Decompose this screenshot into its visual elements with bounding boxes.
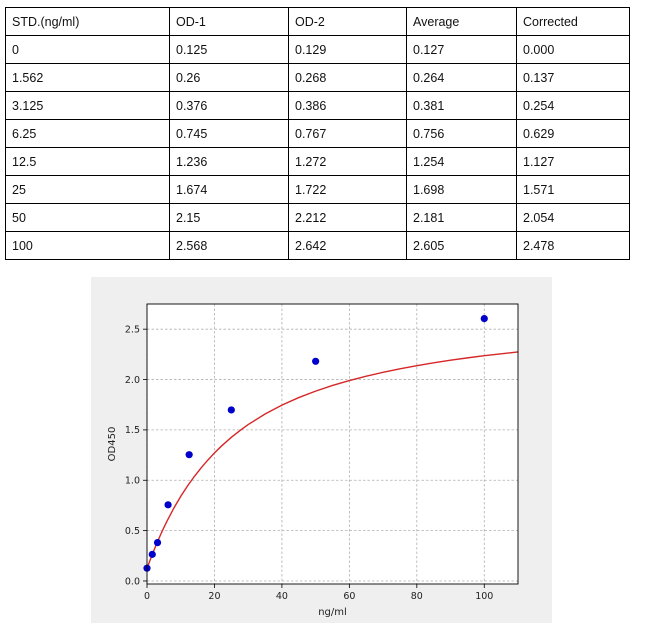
table-cell: 1.571 <box>516 175 630 204</box>
y-tick-label: 0.0 <box>125 576 140 587</box>
standards-table: STD.(ng/ml) OD-1 OD-2 Average Corrected 0 0.12… <box>5 7 630 260</box>
table-cell: 0.254 <box>516 91 630 120</box>
table-cell: 1.272 <box>288 147 407 176</box>
column-header: OD-1 <box>169 7 289 36</box>
table-cell: 2.212 <box>288 203 407 232</box>
table-cell: 0.137 <box>516 63 630 92</box>
data-point <box>164 501 172 509</box>
table-row: 3.125 0.376 0.386 0.381 0.254 <box>5 91 630 120</box>
table-cell: 25 <box>5 175 170 204</box>
table-cell: 12.5 <box>5 147 170 176</box>
data-point <box>153 539 162 547</box>
y-tick-label: 1.5 <box>125 425 140 436</box>
table-cell: 2.181 <box>406 203 517 232</box>
table-cell: 0.376 <box>169 91 289 120</box>
x-tick-label: 20 <box>208 591 220 602</box>
data-point <box>185 451 193 459</box>
table-cell: 1.698 <box>406 175 517 204</box>
table-cell: 1.127 <box>516 147 630 176</box>
column-header: Corrected <box>516 7 630 36</box>
table-row: 100 2.568 2.642 2.605 2.478 <box>5 231 630 260</box>
table-cell: 0.129 <box>288 35 407 64</box>
table-row: 0 0.125 0.129 0.127 0.000 <box>5 35 630 64</box>
standard-curve-chart: 0 20 40 60 80 100 0.0 0.5 1.0 1.5 2.0 2.5 ng/ml OD450 <box>91 277 552 623</box>
table-cell: 1.674 <box>169 175 289 204</box>
table-cell: 0.745 <box>169 119 289 148</box>
table-cell: 0.268 <box>288 63 407 92</box>
table-cell: 0.127 <box>406 35 517 64</box>
table-cell: 1.722 <box>288 175 407 204</box>
x-tick-label: 100 <box>475 591 493 602</box>
table-cell: 0.264 <box>406 63 517 92</box>
table-cell: 50 <box>5 203 170 232</box>
table-header-row: STD.(ng/ml) OD-1 OD-2 Average Corrected <box>5 7 630 36</box>
axes-frame <box>146 303 519 585</box>
column-header: OD-2 <box>288 7 407 36</box>
table-cell: 2.568 <box>169 231 289 260</box>
table-cell: 2.15 <box>169 203 289 232</box>
y-axis-label: OD450 <box>107 427 118 462</box>
column-header: Average <box>406 7 517 36</box>
table-cell: 0.000 <box>516 35 630 64</box>
table-cell: 0.125 <box>169 35 289 64</box>
data-point <box>148 550 156 558</box>
data-point <box>312 357 320 365</box>
standard-curve-svg: 0 20 40 60 80 100 0.0 0.5 1.0 1.5 2.0 2.5 ng/ml OD450 <box>107 303 519 618</box>
table-cell: 0.26 <box>169 63 289 92</box>
table-row: 1.562 0.26 0.268 0.264 0.137 <box>5 63 630 92</box>
table-cell: 1.562 <box>5 63 170 92</box>
table-cell: 0.381 <box>406 91 517 120</box>
table-cell: 0.386 <box>288 91 407 120</box>
table-cell: 100 <box>5 231 170 260</box>
table-row: 6.25 0.745 0.767 0.756 0.629 <box>5 119 630 148</box>
table-cell: 0.756 <box>406 119 517 148</box>
table-cell: 0 <box>5 35 170 64</box>
table-cell: 2.605 <box>406 231 517 260</box>
table-cell: 2.642 <box>288 231 407 260</box>
table-cell: 3.125 <box>5 91 170 120</box>
x-tick-label: 0 <box>144 591 150 602</box>
table-cell: 2.054 <box>516 203 630 232</box>
table-cell: 2.478 <box>516 231 630 260</box>
y-tick-label: 2.0 <box>125 375 140 386</box>
fit-curve-line <box>146 351 519 569</box>
x-tick-label: 80 <box>411 591 423 602</box>
column-header: STD.(ng/ml) <box>5 7 170 36</box>
data-point <box>480 315 488 323</box>
table-cell: 0.629 <box>516 119 630 148</box>
table-cell: 1.254 <box>406 147 517 176</box>
y-tick-label: 2.5 <box>125 324 140 335</box>
y-tick-label: 1.0 <box>125 476 140 487</box>
table-row: 12.5 1.236 1.272 1.254 1.127 <box>5 147 630 176</box>
table-cell: 6.25 <box>5 119 170 148</box>
table-cell: 0.767 <box>288 119 407 148</box>
x-axis-label: ng/ml <box>318 607 347 618</box>
table-row: 50 2.15 2.212 2.181 2.054 <box>5 203 630 232</box>
table-cell: 1.236 <box>169 147 289 176</box>
x-tick-label: 40 <box>276 591 288 602</box>
x-tick-label: 60 <box>343 591 355 602</box>
plot-area <box>147 304 518 584</box>
table-row: 25 1.674 1.722 1.698 1.571 <box>5 175 630 204</box>
y-tick-label: 0.5 <box>125 526 140 537</box>
data-point <box>227 406 235 414</box>
